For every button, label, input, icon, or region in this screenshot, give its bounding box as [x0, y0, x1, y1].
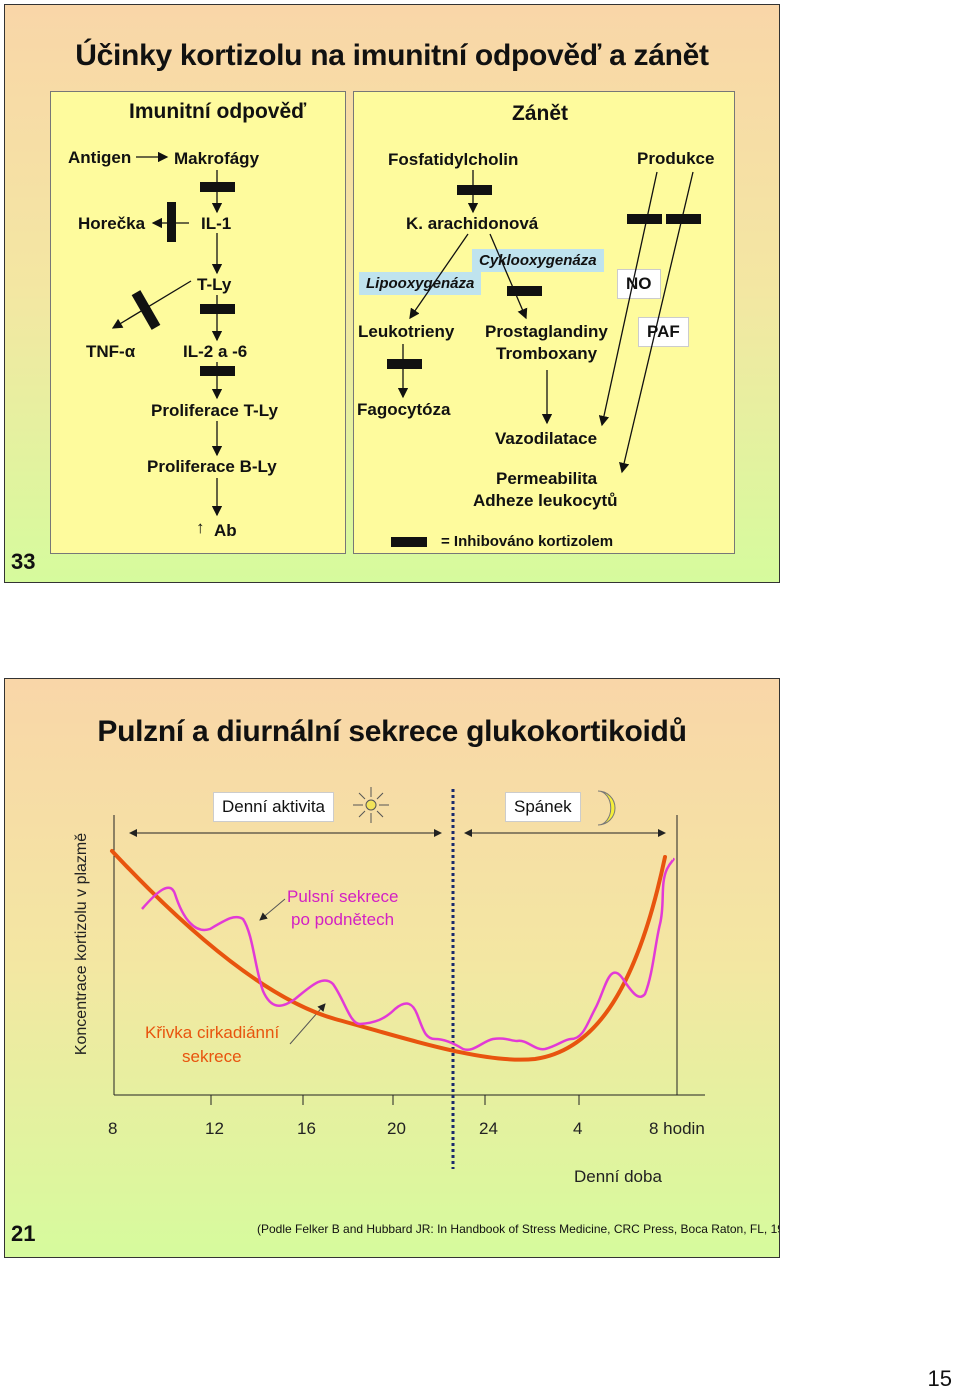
label-adheze: Adheze leukocytů	[473, 491, 618, 510]
sun-icon	[353, 787, 389, 823]
paf-box: PAF	[638, 317, 689, 347]
slide-number: 33	[11, 549, 36, 574]
pulse-label-line2: po podnětech	[291, 910, 395, 929]
immune-response-heading: Imunitní odpověď	[129, 100, 307, 123]
circadian-curve	[110, 849, 667, 1062]
label-produkce: Produkce	[637, 149, 715, 168]
label-leukotrieny: Leukotrieny	[358, 322, 455, 341]
label-prostaglandiny: Prostaglandiny	[485, 322, 608, 341]
label-permeabilita: Permeabilita	[496, 469, 598, 488]
sleep-label: Spánek	[505, 792, 581, 822]
x-tick-label: 24	[479, 1119, 498, 1138]
label-antigen: Antigen	[68, 148, 132, 167]
day-activity-label: Denní aktivita	[213, 792, 334, 822]
diagram-arrows	[111, 151, 701, 547]
inflammation-heading: Zánět	[512, 102, 569, 125]
x-tick-label: 20	[387, 1119, 406, 1138]
circadian-pointer	[289, 1003, 326, 1045]
x-tick-label: 4	[573, 1119, 583, 1138]
x-tick-label: 8	[108, 1119, 118, 1138]
slide-cortisol-effects: Účinky kortizolu na imunitní odpověď a z…	[4, 4, 780, 583]
x-ticks	[210, 1095, 580, 1105]
label-fagocytoza: Fagocytóza	[357, 400, 451, 419]
label-proliferace-b: Proliferace B-Ly	[147, 457, 277, 476]
label-il2-il6: IL-2 a -6	[183, 342, 248, 361]
label-tly: T-Ly	[197, 275, 232, 294]
lipooxygenaza-box: Lipooxygenáza	[359, 272, 482, 295]
ab-up-arrow: ↑	[196, 518, 205, 537]
inhibition-bars	[131, 182, 701, 547]
moon-icon	[597, 790, 616, 826]
label-il1: IL-1	[201, 214, 232, 233]
pulse-label-line1: Pulsní sekrece	[287, 887, 399, 906]
citation: (Podle Felker B and Hubbard JR: In Handb…	[257, 1222, 780, 1236]
slide-title: Pulzní a diurnální sekrece glukokortikoi…	[97, 715, 687, 748]
label-proliferace-t: Proliferace T-Ly	[151, 401, 278, 420]
x-tick-label: 12	[205, 1119, 224, 1138]
label-makrofagy: Makrofágy	[174, 149, 260, 168]
x-axis-label: Denní doba	[574, 1167, 662, 1186]
slide-title: Účinky kortizolu na imunitní odpověď a z…	[75, 39, 709, 72]
circadian-label-line2: sekrece	[182, 1047, 242, 1066]
slide-number: 21	[11, 1221, 36, 1246]
label-ab: Ab	[214, 521, 237, 540]
pulse-pointer	[259, 898, 286, 921]
label-fosfatidylcholin: Fosfatidylcholin	[388, 150, 519, 169]
page-number: 15	[927, 1366, 952, 1391]
label-tromboxany: Tromboxany	[496, 344, 598, 363]
cyklooxygenaza-box: Cyklooxygenáza	[472, 249, 604, 272]
label-horecka: Horečka	[78, 214, 146, 233]
legend-inhibited: = Inhibováno kortizolem	[441, 533, 614, 550]
no-box: NO	[617, 269, 661, 299]
label-tnf-alpha: TNF-α	[86, 342, 136, 361]
pulse-secretion-curve	[141, 857, 675, 1052]
circadian-label-line1: Křivka cirkadiánní	[145, 1023, 280, 1042]
x-tick-label: 16	[297, 1119, 316, 1138]
label-vazodilatace: Vazodilatace	[495, 429, 598, 448]
immune-response-panel	[50, 91, 346, 554]
slide-glucocorticoid-secretion: Pulzní a diurnální sekrece glukokortikoi…	[4, 678, 780, 1258]
y-axis-label: Koncentrace kortizolu v plazmě	[73, 832, 90, 1056]
cortisol-chart	[110, 787, 705, 1169]
x-tick-label: 8 hodin	[649, 1119, 705, 1138]
label-arachidonova: K. arachidonová	[406, 214, 539, 233]
